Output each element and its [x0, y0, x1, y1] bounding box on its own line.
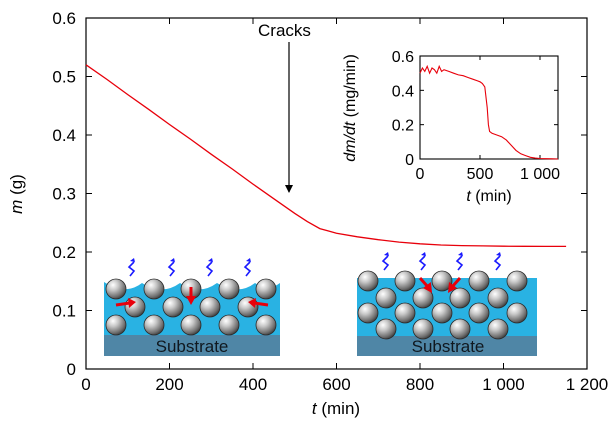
y-tick-label: 0.6: [52, 9, 76, 28]
evaporation-arrows-left: [127, 258, 252, 277]
particle: [199, 296, 221, 318]
evaporation-arrowhead: [458, 252, 463, 256]
x-tick-label: 500: [467, 166, 494, 183]
x-tick-label: 0: [81, 375, 90, 394]
y-tick-label: 0.2: [392, 118, 414, 135]
particle: [468, 270, 490, 292]
y-tick-label: 0: [405, 152, 414, 169]
x-tick-label: 1 000: [520, 166, 560, 183]
particle: [412, 318, 434, 340]
main-ticks: [85, 17, 588, 370]
evaporation-squiggle: [167, 261, 176, 277]
evaporation-arrows-right: [381, 252, 502, 271]
y-tick-label: 0.3: [52, 185, 76, 204]
particle: [255, 278, 277, 300]
evaporation-arrowhead: [130, 258, 135, 262]
y-tick-label: 0.5: [52, 68, 76, 87]
particle: [449, 287, 471, 309]
evaporation-arrowhead: [384, 252, 389, 256]
particles-left: [105, 278, 277, 336]
evaporation-squiggle: [418, 255, 427, 271]
y-tick-label: 0.1: [52, 302, 76, 321]
particle: [487, 318, 509, 340]
particle: [124, 296, 146, 318]
particle: [143, 278, 165, 300]
schematic-dense-film: Substrate: [104, 258, 280, 356]
particle: [431, 302, 453, 324]
y-tick-label: 0.4: [52, 126, 76, 145]
x-tick-label: 1 200: [566, 375, 609, 394]
inset-tick-labels: 0 500 1 000 0 0.2 0.4 0.6: [392, 49, 560, 183]
evaporation-squiggle: [455, 255, 464, 271]
rate-curve: [419, 64, 559, 160]
evaporation-arrowhead: [496, 252, 501, 256]
particle: [394, 270, 416, 292]
evaporation-squiggle: [127, 261, 136, 277]
evaporation-arrowhead: [246, 258, 251, 262]
particles-right: [357, 270, 528, 340]
particle: [180, 314, 202, 336]
particle: [375, 287, 397, 309]
inset-y-axis-label: dm/dt (mg/min): [342, 54, 359, 162]
cracks-annotation: Cracks: [258, 21, 311, 40]
evaporation-squiggle: [493, 255, 502, 271]
main-y-axis-label: m (g): [7, 174, 26, 214]
substrate-right: [357, 336, 537, 356]
inset-plot-frame: [419, 55, 559, 160]
main-x-axis-label: t (min): [312, 399, 360, 418]
particle: [105, 278, 127, 300]
particle: [218, 278, 240, 300]
evaporation-squiggle: [381, 255, 390, 271]
substrate-right-label: Substrate: [412, 337, 485, 356]
particle: [449, 318, 471, 340]
x-tick-label: 600: [322, 375, 350, 394]
evaporation-arrowhead: [421, 252, 426, 256]
y-tick-label: 0.2: [52, 243, 76, 262]
substrate-left: [104, 335, 280, 356]
inset-x-axis-label: t (min): [466, 188, 511, 205]
main-chart: 0 200 400 600 800 1 000 1 200 0 0.1 0.2 0.3 0.4 0.5 0…: [7, 9, 608, 418]
particle: [487, 287, 509, 309]
y-tick-label: 0: [67, 360, 76, 379]
capillary-arrows-left: [115, 287, 269, 308]
x-tick-label: 1 000: [482, 375, 525, 394]
particle: [255, 314, 277, 336]
schematic-cracked-film: Substrate: [357, 252, 537, 356]
particle: [506, 270, 528, 292]
evaporation-arrowhead: [208, 258, 213, 262]
particle: [143, 314, 165, 336]
particle: [162, 296, 184, 318]
x-tick-label: 200: [155, 375, 183, 394]
x-tick-label: 400: [239, 375, 267, 394]
particle: [394, 302, 416, 324]
particle: [431, 270, 453, 292]
mass-curve: [85, 64, 567, 248]
y-tick-label: 0.4: [392, 83, 414, 100]
y-tick-label: 0.6: [392, 49, 414, 66]
particle: [506, 302, 528, 324]
evaporation-arrowhead: [170, 258, 175, 262]
evaporation-squiggle: [205, 261, 214, 277]
particle: [218, 314, 240, 336]
particle: [357, 302, 379, 324]
evaporation-squiggle: [243, 261, 252, 277]
particle: [468, 302, 490, 324]
particle: [105, 314, 127, 336]
capillary-arrows-right: [418, 277, 462, 293]
x-tick-label: 800: [406, 375, 434, 394]
substrate-left-label: Substrate: [156, 337, 229, 356]
particle: [357, 270, 379, 292]
inset-chart: 0 500 1 000 0 0.2 0.4 0.6 t (min) dm/dt (mg/mi…: [342, 49, 560, 205]
particle: [375, 318, 397, 340]
x-tick-label: 0: [416, 166, 425, 183]
main-tick-labels: 0 200 400 600 800 1 000 1 200 0 0.1 0.2 0.3 0.4 0.5 0…: [52, 9, 608, 394]
